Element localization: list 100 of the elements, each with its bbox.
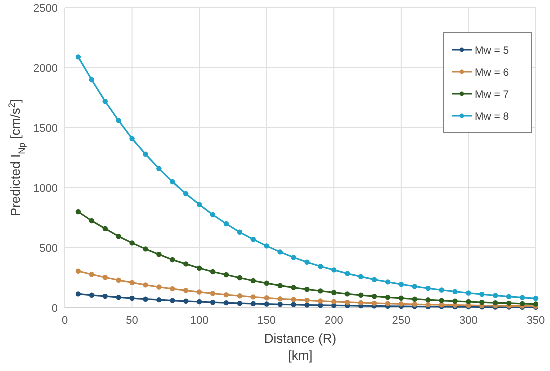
point [89,292,95,298]
point [291,297,296,302]
point [439,298,444,304]
point [493,293,498,298]
y-tick-label: 1500 [34,123,58,135]
point [196,202,202,208]
point [345,271,350,276]
x-tick-label: 0 [62,315,68,327]
point [156,252,162,258]
y-tick-label: 0 [52,303,58,315]
x-tick-label: 350 [526,315,546,327]
point [170,298,176,304]
point [466,290,472,296]
point [278,302,283,308]
point [170,257,176,263]
point [398,302,404,307]
point [372,277,378,282]
point [156,297,162,303]
point [466,299,472,305]
x-tick-label: 250 [392,315,411,327]
point [116,294,122,300]
point [143,296,148,302]
point [184,191,189,197]
point [372,294,378,300]
point [385,280,391,285]
point [291,255,296,260]
point [102,294,108,300]
point [143,282,148,288]
point [184,288,189,294]
point [237,230,243,235]
point [332,290,337,296]
point [156,166,162,172]
point [412,296,418,302]
point [196,299,202,305]
point [318,288,324,294]
point [358,292,364,298]
point [278,250,283,255]
point [358,300,364,306]
point [318,298,324,304]
point [237,294,243,299]
y-tick-label: 1000 [34,183,58,195]
point [102,226,108,232]
point [520,295,526,300]
point [304,287,310,292]
x-tick-label: 150 [258,315,276,327]
point [250,278,256,284]
point [358,274,364,280]
point [439,288,444,293]
point [264,280,270,286]
point [278,296,283,302]
point [170,286,176,292]
legend-label: Mw = 7 [475,89,510,101]
point [116,234,122,240]
point [506,300,512,306]
point [102,275,108,280]
point [224,292,230,298]
point [452,289,458,294]
point [304,298,310,304]
point [196,266,202,271]
x-tick-label: 100 [190,315,209,327]
point [332,268,337,273]
point [210,300,216,306]
y-tick-label: 500 [40,243,58,255]
point [250,294,256,300]
point [398,282,404,288]
point [426,286,431,292]
point [372,300,378,306]
point [224,300,230,306]
point [480,300,485,306]
point [130,296,135,302]
point [332,299,337,304]
point [224,272,230,278]
point [130,240,135,246]
point [196,290,202,295]
point [237,275,243,281]
point [76,209,82,215]
point [318,264,324,270]
x-tick-label: 50 [126,315,138,327]
point [116,118,122,124]
point [89,272,95,278]
x-tick-label: 300 [460,315,478,327]
point [493,300,498,306]
point [250,301,256,307]
point [426,297,431,303]
point [184,298,189,304]
point [520,301,526,307]
point [533,302,539,307]
point [385,301,391,306]
point [264,302,270,307]
point [156,284,162,290]
point [412,302,418,308]
point [385,294,391,300]
point [224,221,230,227]
point [345,292,350,297]
point [304,260,310,265]
point [452,298,458,304]
y-tick-label: 2000 [34,63,58,75]
point [304,302,310,308]
x-tick-label: 200 [324,315,344,327]
point [210,212,216,218]
